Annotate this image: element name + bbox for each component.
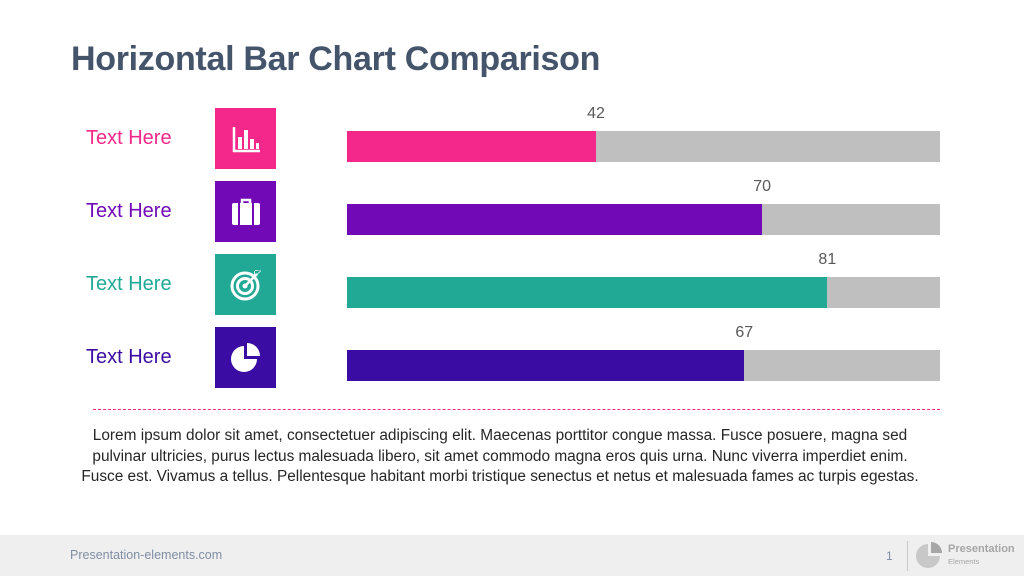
dashed-divider	[93, 409, 940, 410]
chart-row: Text Here 67	[0, 324, 1024, 389]
footer-logo-subtitle: Elements	[948, 557, 980, 566]
briefcase-icon	[215, 181, 276, 242]
bar	[347, 350, 745, 381]
pie-chart-icon	[215, 327, 276, 388]
value-label: 70	[753, 178, 771, 195]
value-label: 81	[818, 251, 837, 268]
category-label: Text Here	[86, 346, 172, 368]
slide-title: Horizontal Bar Chart Comparison	[71, 40, 601, 78]
bar-track	[347, 204, 940, 235]
footer-separator	[907, 541, 908, 571]
bar-track	[347, 277, 940, 308]
category-label: Text Here	[86, 273, 172, 295]
bar-chart-icon	[215, 108, 276, 169]
bar	[347, 131, 597, 162]
bar	[347, 204, 763, 235]
target-icon	[215, 254, 276, 315]
presentation-elements-logo-icon	[916, 542, 942, 568]
value-label: 42	[587, 105, 605, 122]
bar-track	[347, 350, 940, 381]
value-label: 67	[735, 324, 754, 341]
category-label: Text Here	[86, 200, 172, 222]
bar-track	[347, 131, 940, 162]
chart-row: Text Here 81	[0, 251, 1024, 316]
description-text: Lorem ipsum dolor sit amet, consectetuer…	[81, 427, 919, 485]
footer: Presentation-elements.com 1 Presentation…	[0, 535, 1024, 576]
chart-row: Text Here 70	[0, 178, 1024, 243]
page-number: 1	[886, 549, 893, 563]
footer-logo-name: Presentation	[948, 543, 1015, 555]
footer-website[interactable]: Presentation-elements.com	[70, 548, 223, 562]
category-label: Text Here	[86, 127, 172, 149]
chart-row: Text Here 42	[0, 105, 1024, 170]
bar	[347, 277, 828, 308]
